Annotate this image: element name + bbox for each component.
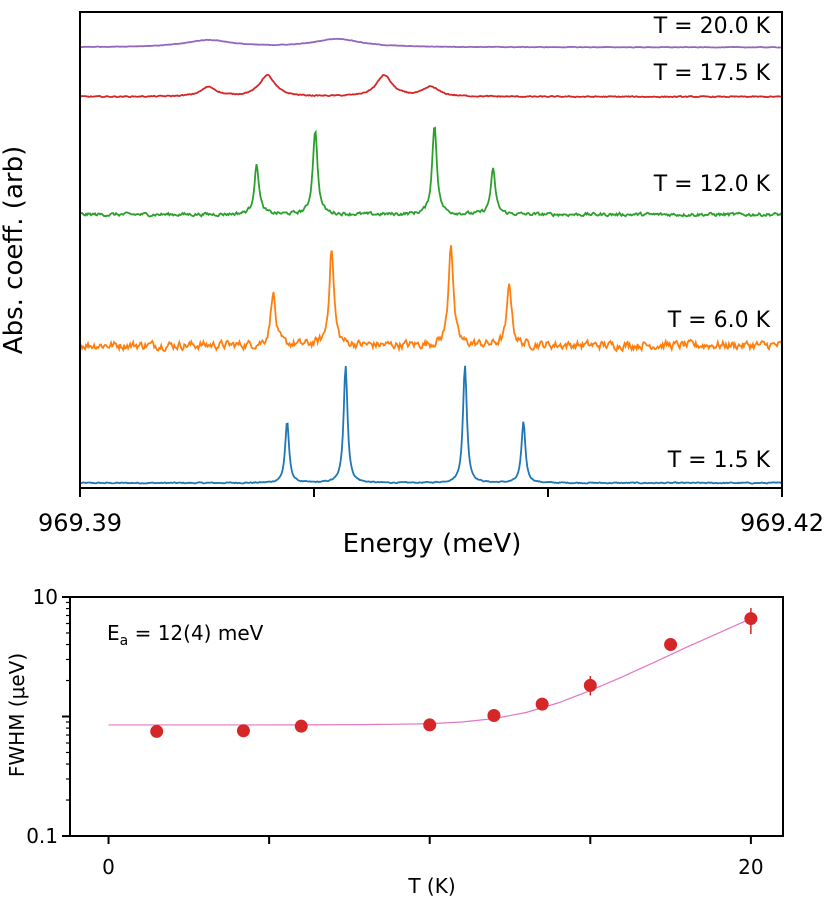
fwhm-data-point <box>535 697 549 711</box>
fwhm-data-point <box>664 638 678 652</box>
fwhm-data-points-group <box>150 607 758 738</box>
fwhm-data-point <box>744 612 758 626</box>
fwhm-y-axis-ticks: 0.1 10 <box>26 585 70 848</box>
activation-energy-annotation: Ea = 12(4) meV <box>107 621 264 649</box>
spectrum-line-t-20-0-k <box>79 37 783 49</box>
spectra-plot-frame <box>79 11 783 489</box>
spectra-y-axis-label: Abs. coeff. (arb) <box>0 146 29 354</box>
spectrum-label-t-20-0-k: T = 20.0 K <box>653 14 771 39</box>
fwhm-x-axis-ticks: 0 20 <box>102 836 764 879</box>
spectra-panel: T = 1.5 K T = 6.0 K T = 12.0 K T = 17.5 K T … <box>0 11 824 559</box>
spectra-x-axis-ticks: 969.39 969.42 <box>38 488 824 537</box>
spectra-x-tick-label: 969.42 <box>740 509 824 537</box>
spectra-series-group: T = 1.5 K T = 6.0 K T = 12.0 K T = 17.5 K T … <box>79 14 783 485</box>
fwhm-data-point <box>583 678 597 692</box>
fwhm-data-point <box>487 708 501 722</box>
annotation-symbol: E <box>107 621 120 645</box>
annotation-value: = 12(4) meV <box>128 621 263 645</box>
spectrum-line-t-6-0-k <box>79 245 783 353</box>
spectrum-label-t-6-0-k: T = 6.0 K <box>667 308 771 333</box>
fwhm-y-tick-label: 10 <box>33 585 58 609</box>
fwhm-fit-curve-group <box>108 618 752 726</box>
spectra-x-axis-label: Energy (meV) <box>343 529 522 559</box>
spectrum-label-t-17-5-k: T = 17.5 K <box>653 61 771 86</box>
spectrum-line-t-12-0-k <box>79 126 783 218</box>
spectra-x-tick-label: 969.39 <box>38 509 122 537</box>
fwhm-fit-line <box>108 618 752 726</box>
fwhm-x-tick-label: 20 <box>738 855 763 879</box>
fwhm-x-axis-label: T (K) <box>407 874 455 898</box>
fwhm-data-point <box>236 724 250 738</box>
fwhm-data-point <box>423 718 437 732</box>
spectrum-line-t-17-5-k <box>79 73 783 99</box>
fwhm-y-tick-label: 0.1 <box>26 824 58 848</box>
fwhm-y-axis-label: FWHM (μeV) <box>5 653 29 777</box>
fwhm-data-point <box>150 724 164 738</box>
spectrum-label-t-1-5-k: T = 1.5 K <box>667 448 771 473</box>
fwhm-data-point <box>294 719 308 733</box>
annotation-subscript: a <box>120 633 129 649</box>
spectrum-label-t-12-0-k: T = 12.0 K <box>653 172 771 197</box>
fwhm-panel: 0 20 0.1 10 Ea = 12(4) meV T (K) FWHM (μeV… <box>5 585 784 898</box>
spectrum-line-t-1-5-k <box>79 365 783 485</box>
fwhm-x-tick-label: 0 <box>102 855 115 879</box>
